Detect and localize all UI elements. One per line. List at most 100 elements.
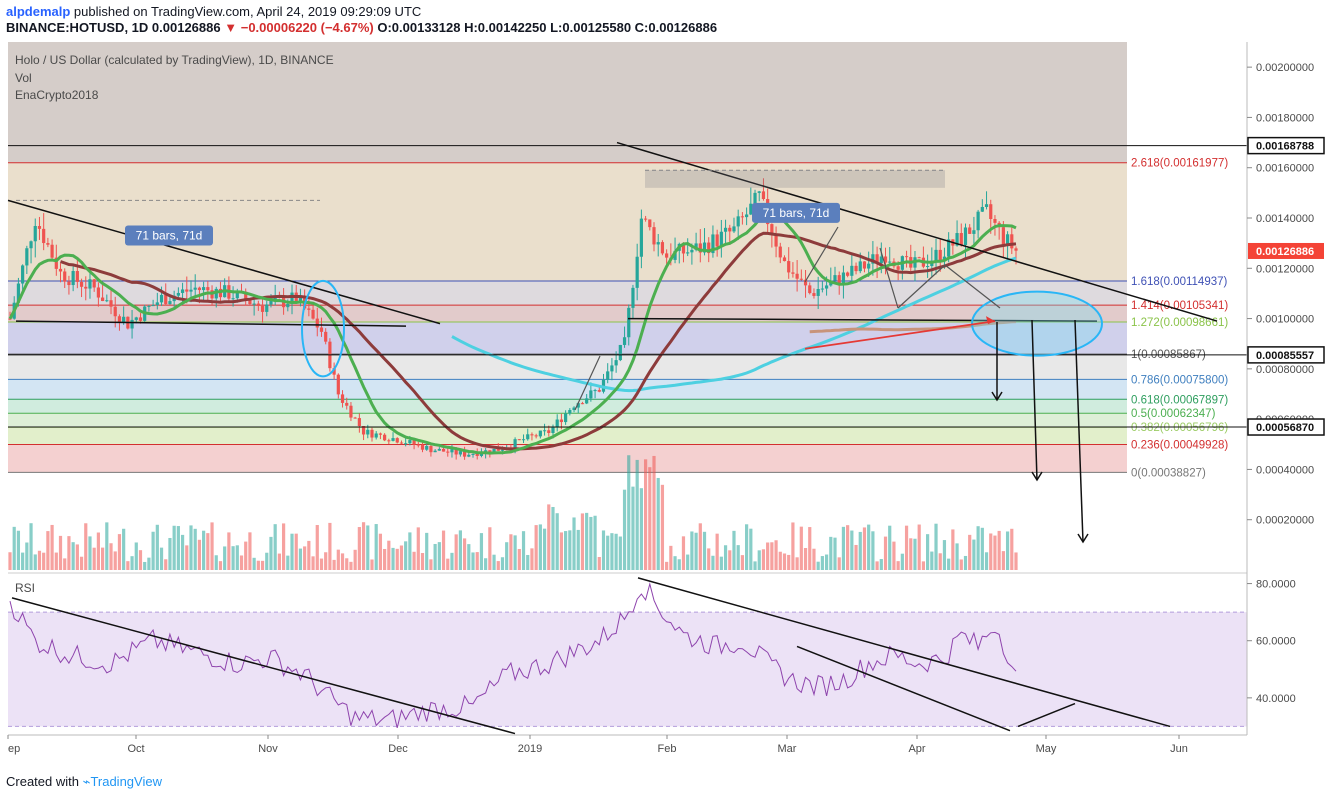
candle-body (643, 218, 648, 220)
candle-body (803, 279, 808, 286)
candle-body (690, 249, 694, 253)
candle-body (105, 300, 109, 302)
volume-bar (938, 553, 942, 570)
volume-bar (206, 533, 210, 570)
candle-body (130, 319, 134, 329)
volume-bar (315, 525, 319, 570)
price-tick-label: 0.00200000 (1256, 62, 1314, 74)
fib-zone (8, 354, 1127, 380)
volume-bar (568, 530, 572, 570)
candle-body (206, 287, 210, 291)
candle-body (521, 439, 526, 441)
volume-bar (883, 536, 888, 570)
candle-body (79, 281, 84, 287)
volume-bar (585, 512, 589, 570)
tradingview-logo-icon[interactable]: ⌁ (82, 774, 91, 789)
candle-body (732, 226, 736, 232)
volume-bar (753, 561, 757, 570)
volume-bar (774, 540, 778, 570)
candle-body (159, 294, 164, 303)
candle-body (416, 444, 420, 446)
volume-bar (643, 459, 648, 570)
candle-body (122, 316, 126, 323)
candle-body (972, 230, 976, 234)
price-label-text: 0.00085557 (1256, 350, 1314, 362)
candle-body (176, 292, 180, 296)
volume-bar (955, 543, 959, 570)
rsi-panel[interactable] (8, 572, 1247, 735)
candle-body (324, 331, 328, 342)
volume-bar (597, 557, 601, 570)
candle-body (235, 291, 239, 299)
fib-level-label: 1.618(0.00114937) (1131, 276, 1228, 288)
candle-body (711, 234, 715, 254)
candle-body (8, 318, 12, 320)
candle-body (782, 257, 787, 262)
volume-bar (84, 523, 88, 570)
price-panel[interactable]: 2.618(0.00161977)1.618(0.00114937)1.414(… (7, 42, 1247, 544)
volume-bar (580, 513, 585, 570)
tradingview-brand[interactable]: TradingView (90, 774, 162, 789)
volume-bar (787, 554, 791, 570)
volume-bar (366, 525, 370, 570)
price-change: −0.00006220 (−4.67%) (240, 20, 374, 35)
candle-body (37, 226, 42, 229)
volume-bar (29, 523, 33, 570)
candle-body (71, 271, 75, 286)
volume-bar (214, 555, 218, 570)
volume-bar (888, 525, 892, 570)
volume-bar (202, 530, 206, 570)
time-tick-label: Jun (1170, 743, 1188, 755)
publisher-name[interactable]: alpdemalp (6, 4, 71, 19)
volume-bar (589, 516, 593, 570)
candle-body (610, 365, 614, 372)
fib-zone (8, 444, 1127, 473)
volume-bar (892, 541, 896, 570)
volume-bar (530, 548, 534, 570)
symbol-info: BINANCE:HOTUSD, 1D 0.00126886 ▼ −0.00006… (6, 20, 717, 35)
date-range-box (645, 170, 945, 188)
volume-bar (189, 525, 193, 570)
volume-bar (492, 554, 496, 570)
volume-bar (159, 547, 164, 570)
candle-body (559, 419, 564, 423)
path-arrow (574, 355, 601, 411)
volume-bar (433, 543, 437, 570)
candle-body (88, 279, 92, 289)
candle-body (471, 453, 475, 455)
volume-bar (277, 553, 281, 570)
time-tick-label: Apr (908, 743, 925, 755)
fib-zone (8, 413, 1127, 428)
volume-bar (488, 527, 492, 570)
volume-bar (538, 524, 542, 570)
candle-body (858, 261, 862, 272)
candle-body (496, 448, 500, 451)
candle-body (366, 429, 370, 435)
volume-bar (63, 558, 67, 570)
rsi-band (8, 612, 1247, 727)
candle-body (572, 407, 576, 411)
volume-bar (601, 530, 606, 570)
candle-body (332, 368, 336, 375)
candle-body (542, 430, 547, 432)
rsi-tick-label: 40.0000 (1256, 693, 1296, 705)
candle-body (719, 231, 723, 247)
volume-bar (441, 530, 446, 570)
volume-bar (471, 552, 475, 570)
footer: Created with ⌁TradingView (6, 774, 162, 790)
candle-body (345, 402, 349, 406)
volume-bar (702, 531, 707, 570)
fib-zone-top (8, 42, 1127, 163)
volume-bar (12, 526, 16, 570)
time-tick-label: 2019 (518, 743, 542, 755)
volume-bar (105, 522, 109, 570)
volume-bar (269, 536, 273, 570)
candle-body (1010, 234, 1014, 249)
candle-body (791, 272, 795, 274)
volume-bar (50, 524, 54, 570)
volume-bar (467, 544, 471, 570)
candle-body (513, 439, 517, 448)
candle-body (319, 327, 324, 332)
volume-bar (559, 532, 564, 570)
